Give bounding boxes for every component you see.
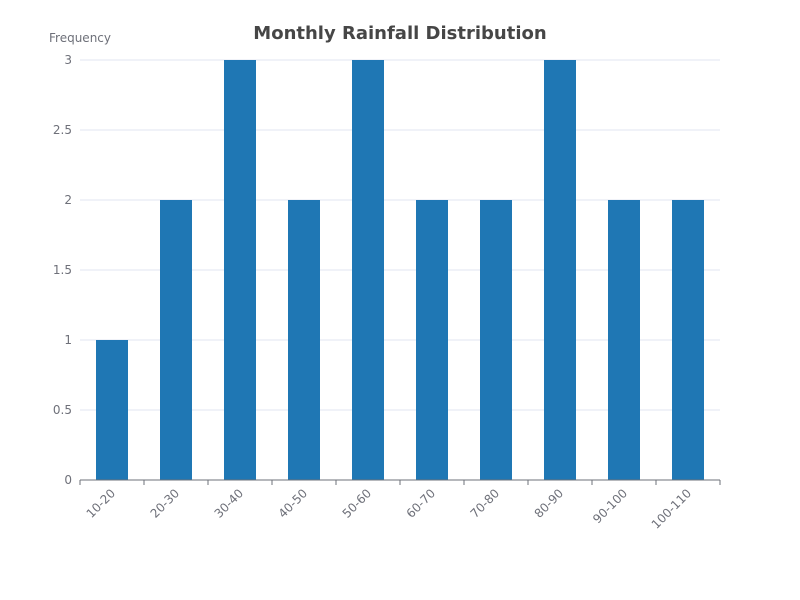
x-tick-label: 30-40 xyxy=(212,486,247,521)
x-tick-label: 20-30 xyxy=(148,486,183,521)
y-tick-label: 2 xyxy=(64,193,72,207)
bar[interactable] xyxy=(672,200,704,480)
y-axis-label: Frequency xyxy=(49,31,111,45)
x-tick-label: 100-110 xyxy=(649,486,694,531)
bar[interactable] xyxy=(352,60,384,480)
bar[interactable] xyxy=(480,200,512,480)
bar[interactable] xyxy=(160,200,192,480)
x-tick-labels: 10-20 20-30 30-40 40-50 50-60 60-70 70-80 80-90… xyxy=(84,486,695,531)
x-tick-label: 10-20 xyxy=(84,486,119,521)
y-tick-label: 0.5 xyxy=(53,403,72,417)
x-tick-label: 50-60 xyxy=(340,486,375,521)
bar[interactable] xyxy=(224,60,256,480)
axes xyxy=(79,479,721,485)
bar[interactable] xyxy=(288,200,320,480)
chart-title: Monthly Rainfall Distribution xyxy=(253,23,546,44)
x-tick-label: 60-70 xyxy=(404,486,439,521)
x-tick-label: 40-50 xyxy=(276,486,311,521)
bar[interactable] xyxy=(544,60,576,480)
y-tick-label: 0 xyxy=(64,473,72,487)
bar[interactable] xyxy=(608,200,640,480)
y-tick-label: 3 xyxy=(64,53,72,67)
x-tick-label: 70-80 xyxy=(468,486,503,521)
x-tick-label: 90-100 xyxy=(590,486,630,526)
y-tick-label: 1.5 xyxy=(53,263,72,277)
y-tick-label: 2.5 xyxy=(53,123,72,137)
y-tick-label: 1 xyxy=(64,333,72,347)
y-tick-labels: 0 0.5 1 1.5 2 2.5 3 xyxy=(53,53,72,487)
bar[interactable] xyxy=(416,200,448,480)
bars xyxy=(96,60,704,480)
x-tick-label: 80-90 xyxy=(532,486,567,521)
bar[interactable] xyxy=(96,340,128,480)
